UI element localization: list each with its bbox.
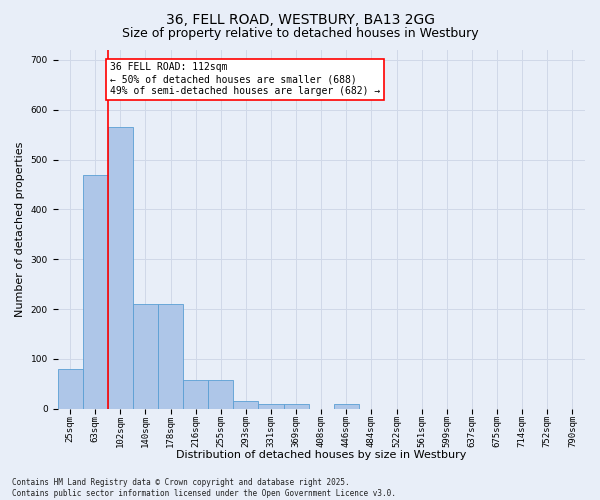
Bar [83, 174, 108, 408]
X-axis label: Distribution of detached houses by size in Westbury: Distribution of detached houses by size … [176, 450, 466, 460]
Bar [208, 380, 233, 408]
Bar [183, 380, 208, 408]
Bar [158, 304, 183, 408]
Bar [233, 401, 259, 408]
Bar [58, 369, 83, 408]
Text: 36, FELL ROAD, WESTBURY, BA13 2GG: 36, FELL ROAD, WESTBURY, BA13 2GG [166, 12, 434, 26]
Text: Contains HM Land Registry data © Crown copyright and database right 2025.
Contai: Contains HM Land Registry data © Crown c… [12, 478, 396, 498]
Text: Size of property relative to detached houses in Westbury: Size of property relative to detached ho… [122, 28, 478, 40]
Bar [259, 404, 284, 408]
Bar [334, 404, 359, 408]
Bar [284, 404, 309, 408]
Y-axis label: Number of detached properties: Number of detached properties [15, 142, 25, 317]
Bar [133, 304, 158, 408]
Bar [108, 127, 133, 408]
Text: 36 FELL ROAD: 112sqm
← 50% of detached houses are smaller (688)
49% of semi-deta: 36 FELL ROAD: 112sqm ← 50% of detached h… [110, 62, 380, 96]
